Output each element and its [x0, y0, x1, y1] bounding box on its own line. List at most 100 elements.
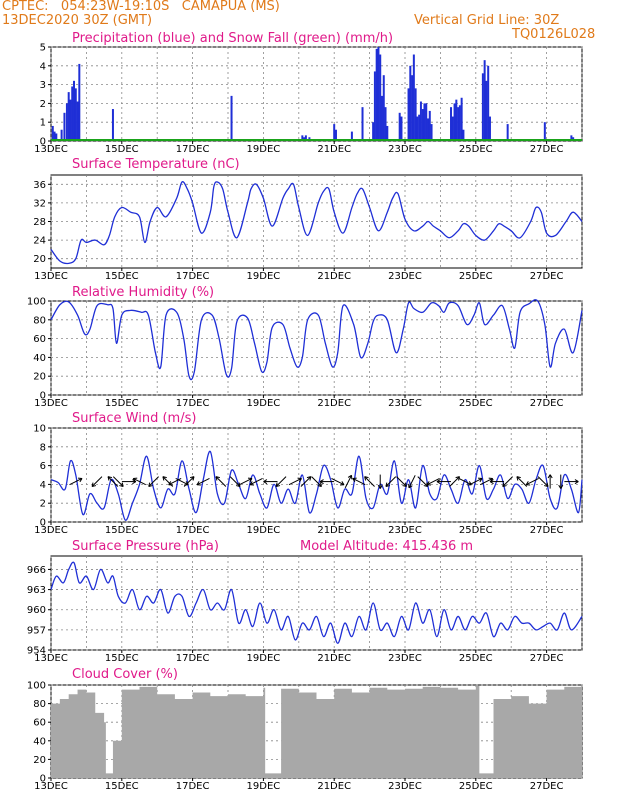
- x-tick-label: 17DEC: [176, 144, 210, 155]
- y-tick-label: 2: [40, 499, 46, 510]
- precip-bar: [421, 109, 424, 141]
- x-tick-label: 25DEC: [459, 781, 493, 792]
- precip-bar: [427, 118, 430, 141]
- plot-frame: [50, 300, 583, 396]
- wind-vector: [449, 476, 460, 487]
- precip-bar: [51, 125, 54, 141]
- precip-bar: [462, 129, 465, 141]
- precip-bar: [453, 103, 456, 141]
- wind-vector: [107, 476, 119, 487]
- wind-vector-head: [132, 477, 138, 483]
- precip-bar: [485, 80, 488, 141]
- panel-1: [48, 46, 583, 144]
- wind-vector: [417, 476, 429, 487]
- x-tick-label: 25DEC: [459, 144, 493, 155]
- wind-vector-head: [364, 476, 369, 481]
- precip-bar: [53, 131, 56, 141]
- y-tick-label: 20: [33, 254, 46, 265]
- x-tick-label: 25DEC: [459, 398, 493, 409]
- wind-vector: [239, 478, 253, 486]
- y-tick-label: 100: [27, 681, 46, 692]
- precip-bar: [418, 114, 421, 141]
- wind-vector-head: [352, 477, 357, 483]
- plot-frame: [50, 46, 583, 142]
- wind-vector: [525, 478, 539, 486]
- x-tick-label: 25DEC: [459, 653, 493, 664]
- x-tick-label: 27DEC: [530, 144, 564, 155]
- model-code: TQ0126L028: [512, 27, 596, 42]
- wind-vector: [183, 476, 195, 487]
- y-tick-label: 0: [40, 391, 46, 402]
- wind-vector-head: [489, 479, 494, 485]
- precip-bar: [65, 103, 68, 141]
- precip-bar: [78, 63, 81, 141]
- precip-bar: [71, 86, 74, 141]
- precip-bar: [419, 101, 422, 141]
- precip-bar: [430, 124, 433, 141]
- precip-bar: [73, 80, 76, 141]
- x-tick-label: 21DEC: [317, 653, 351, 664]
- wind-vector-head: [478, 477, 483, 483]
- x-tick-label: 17DEC: [176, 781, 210, 792]
- y-tick-label: 40: [33, 736, 46, 747]
- wind-vector-head: [249, 481, 255, 486]
- wind-vector: [469, 478, 483, 486]
- panel-title: Surface Wind (m/s): [72, 411, 196, 426]
- precip-bar: [380, 95, 383, 141]
- precip-bar: [361, 107, 364, 141]
- wind-vector: [168, 478, 182, 486]
- wind-vector: [112, 476, 124, 487]
- y-tick-label: 60: [33, 334, 46, 345]
- wind-vector: [275, 476, 287, 487]
- panel-4: [48, 427, 583, 525]
- wind-vector-head: [574, 479, 579, 485]
- panel-title: Surface Temperature (nC): [72, 157, 240, 172]
- wind-vector-head: [215, 476, 220, 481]
- precip-bar: [69, 99, 72, 141]
- wind-vector: [385, 476, 397, 487]
- precip-bar: [67, 92, 70, 141]
- grid-note: Vertical Grid Line: 30Z: [414, 13, 560, 28]
- wind-vector-head: [385, 482, 390, 488]
- precip-bar: [460, 97, 463, 141]
- precip-bar: [407, 88, 410, 141]
- wind-vector: [175, 478, 189, 486]
- y-tick-label: 963: [27, 585, 46, 596]
- precip-bar: [379, 54, 382, 141]
- x-tick-label: 19DEC: [247, 271, 281, 282]
- y-tick-label: 1: [40, 118, 46, 129]
- wind-vector-head: [402, 482, 407, 488]
- y-tick-label: 0: [40, 137, 46, 148]
- x-tick-label: 15DEC: [105, 398, 139, 409]
- x-tick-label: 19DEC: [247, 525, 281, 536]
- wind-vector-head: [317, 482, 322, 488]
- y-tick-label: 24: [33, 236, 46, 247]
- precip-bar: [414, 88, 417, 141]
- wind-vector-head: [148, 482, 153, 488]
- x-tick-label: 17DEC: [176, 525, 210, 536]
- y-tick-label: 960: [27, 605, 46, 616]
- panel-title: Precipitation (blue) and Snow Fall (gree…: [72, 31, 393, 46]
- x-tick-label: 21DEC: [317, 781, 351, 792]
- precip-bar: [543, 122, 546, 141]
- x-tick-label: 27DEC: [530, 271, 564, 282]
- wind-vector: [479, 478, 493, 486]
- y-tick-label: 0: [40, 518, 46, 529]
- x-tick-label: 13DEC: [34, 653, 68, 664]
- y-tick-label: 28: [33, 217, 46, 228]
- wind-vector: [331, 478, 345, 486]
- wind-vector: [502, 476, 513, 487]
- x-tick-label: 15DEC: [105, 271, 139, 282]
- y-tick-label: 100: [27, 297, 46, 308]
- x-tick-label: 27DEC: [530, 398, 564, 409]
- wind-vector: [215, 476, 227, 487]
- x-tick-label: 23DEC: [388, 398, 422, 409]
- wind-vector-head: [525, 481, 531, 486]
- precip-bar: [373, 71, 376, 141]
- precip-bar: [481, 73, 484, 141]
- x-tick-label: 23DEC: [388, 271, 422, 282]
- x-tick-label: 21DEC: [317, 271, 351, 282]
- x-tick-label: 19DEC: [247, 144, 281, 155]
- panel-title: Cloud Cover (%): [72, 667, 178, 682]
